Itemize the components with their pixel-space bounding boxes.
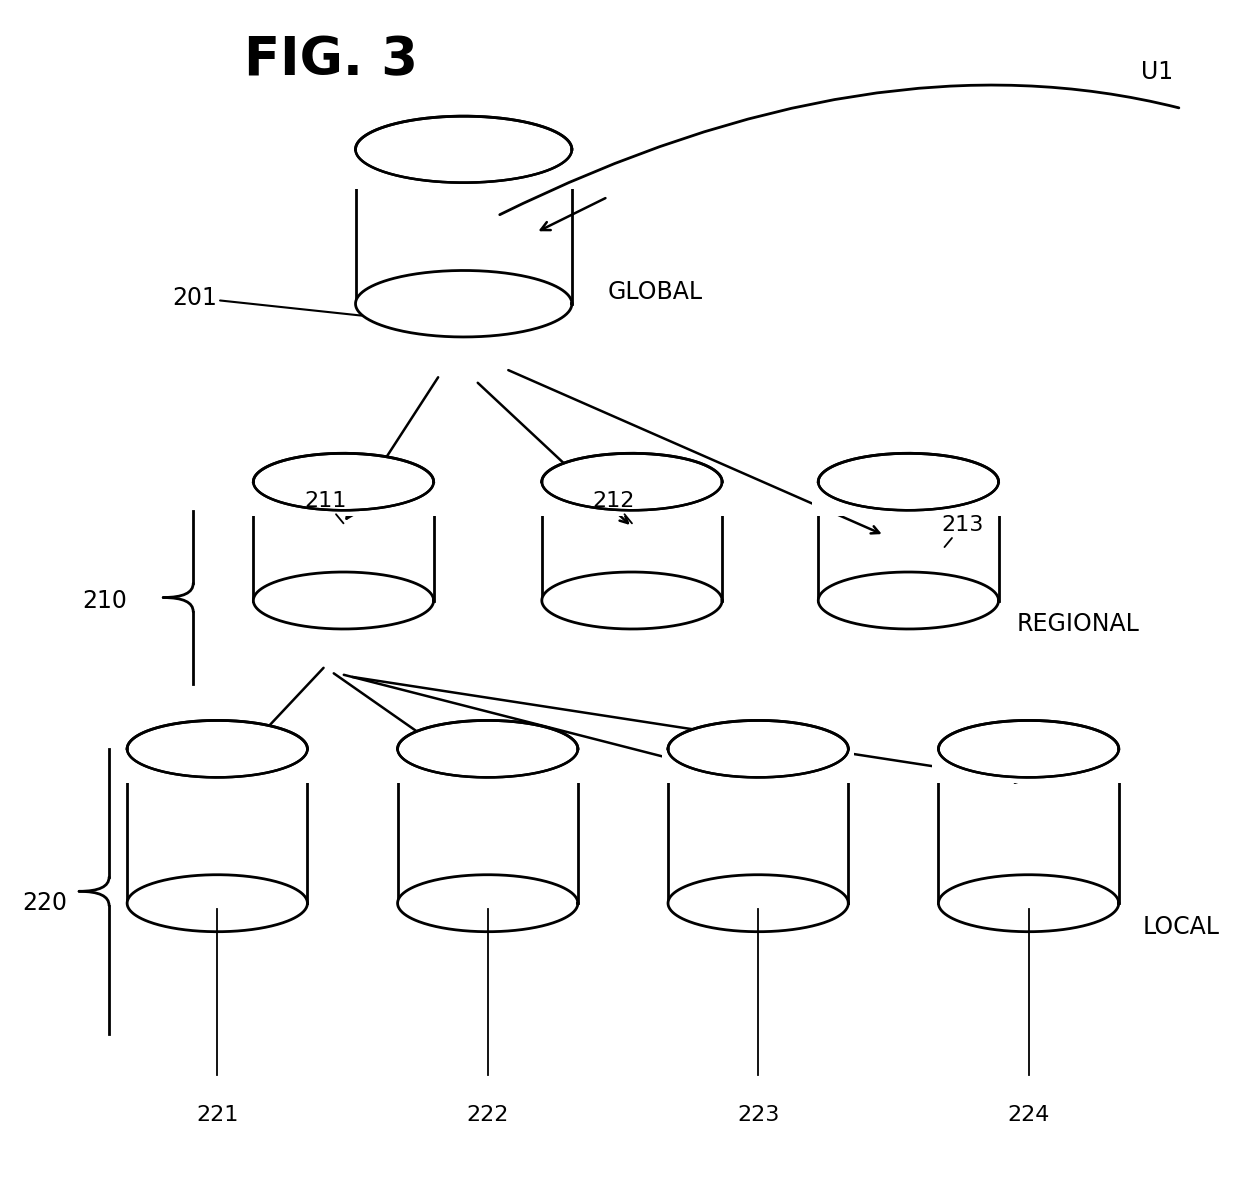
Polygon shape	[818, 453, 998, 510]
Polygon shape	[128, 874, 308, 932]
Polygon shape	[356, 116, 572, 183]
Polygon shape	[392, 748, 584, 783]
FancyArrowPatch shape	[164, 584, 193, 598]
Polygon shape	[932, 748, 1125, 783]
Polygon shape	[542, 572, 722, 629]
Text: 213: 213	[941, 515, 983, 548]
Text: GLOBAL: GLOBAL	[608, 280, 703, 304]
Polygon shape	[350, 148, 578, 189]
Text: 221: 221	[196, 1105, 238, 1125]
Polygon shape	[662, 748, 854, 783]
Polygon shape	[542, 482, 722, 600]
FancyArrowPatch shape	[500, 85, 1179, 215]
FancyArrowPatch shape	[79, 891, 109, 906]
Text: 222: 222	[466, 1105, 508, 1125]
Polygon shape	[668, 874, 848, 932]
Text: 212: 212	[593, 491, 635, 524]
Text: 201: 201	[172, 286, 362, 316]
Polygon shape	[939, 874, 1118, 932]
Text: 210: 210	[82, 588, 128, 613]
Polygon shape	[939, 721, 1118, 777]
Text: 224: 224	[1007, 1105, 1050, 1125]
Text: FIG. 3: FIG. 3	[244, 35, 418, 86]
Polygon shape	[253, 572, 434, 629]
Polygon shape	[398, 874, 578, 932]
Polygon shape	[398, 749, 578, 903]
Polygon shape	[818, 572, 998, 629]
Polygon shape	[122, 748, 314, 783]
Polygon shape	[253, 453, 434, 510]
Polygon shape	[356, 149, 572, 304]
Polygon shape	[398, 721, 578, 777]
Polygon shape	[536, 480, 728, 516]
FancyArrowPatch shape	[79, 877, 109, 891]
Polygon shape	[128, 749, 308, 903]
Polygon shape	[812, 480, 1004, 516]
Text: REGIONAL: REGIONAL	[1017, 613, 1140, 637]
Text: 211: 211	[304, 491, 347, 524]
Polygon shape	[542, 453, 722, 510]
Polygon shape	[668, 749, 848, 903]
Text: LOCAL: LOCAL	[1143, 915, 1220, 939]
Text: 223: 223	[737, 1105, 780, 1125]
Polygon shape	[247, 480, 440, 516]
Polygon shape	[356, 270, 572, 337]
Polygon shape	[818, 482, 998, 600]
Polygon shape	[128, 721, 308, 777]
Polygon shape	[668, 721, 848, 777]
Text: 220: 220	[22, 891, 67, 915]
Text: U1: U1	[1141, 60, 1173, 84]
Polygon shape	[253, 482, 434, 600]
Polygon shape	[939, 749, 1118, 903]
FancyArrowPatch shape	[164, 598, 193, 611]
